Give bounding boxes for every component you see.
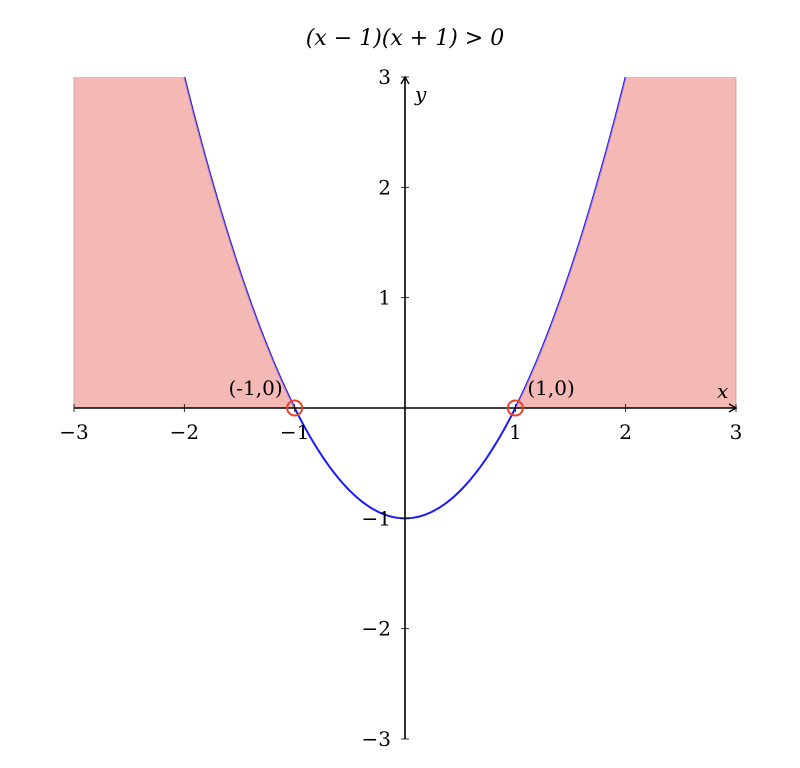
point-marker xyxy=(506,399,524,417)
y-tick-label: −1 xyxy=(362,506,391,530)
x-tick-label: 1 xyxy=(509,420,522,444)
ticks: −3 −2 −1 1 2 3 3 2 1 −1 −2 −3 xyxy=(59,65,742,751)
x-tick-label: −3 xyxy=(59,420,88,444)
y-tick-label: −2 xyxy=(362,617,391,641)
y-tick-label: −3 xyxy=(362,727,391,751)
point-label: (-1,0) xyxy=(228,376,282,400)
point-label: (1,0) xyxy=(527,376,574,400)
x-tick-label: 2 xyxy=(619,420,632,444)
y-axis-label: y xyxy=(414,82,427,106)
x-axis-label: x xyxy=(717,379,728,403)
point-marker xyxy=(286,399,304,417)
shaded-region-1 xyxy=(74,77,295,408)
y-tick-label: 3 xyxy=(378,65,391,89)
chart-title: (x − 1)(x + 1) > 0 xyxy=(306,26,504,51)
y-tick-label: 2 xyxy=(378,175,391,199)
shaded-region-2 xyxy=(515,77,736,408)
points: (-1,0) (1,0) xyxy=(228,376,575,417)
x-tick-label: −2 xyxy=(170,420,199,444)
x-tick-label: −1 xyxy=(280,420,309,444)
y-tick-label: 1 xyxy=(378,286,391,310)
shaded-overlay xyxy=(73,77,737,408)
x-tick-label: 3 xyxy=(730,420,743,444)
